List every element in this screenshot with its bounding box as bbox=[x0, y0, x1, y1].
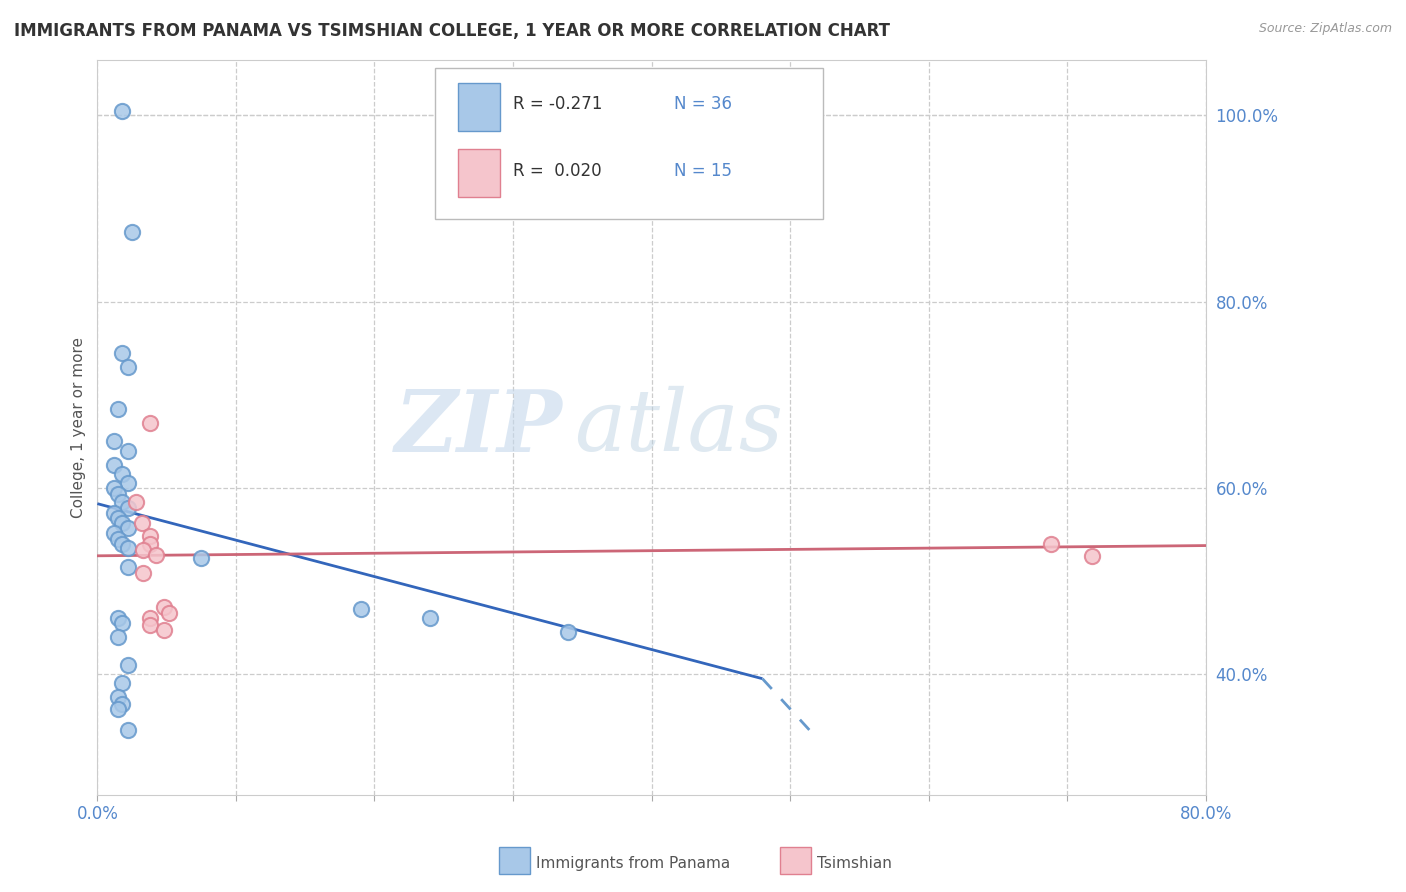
Text: ZIP: ZIP bbox=[395, 385, 562, 469]
Text: IMMIGRANTS FROM PANAMA VS TSIMSHIAN COLLEGE, 1 YEAR OR MORE CORRELATION CHART: IMMIGRANTS FROM PANAMA VS TSIMSHIAN COLL… bbox=[14, 22, 890, 40]
Point bbox=[117, 359, 139, 374]
Point bbox=[139, 611, 162, 625]
Point bbox=[117, 521, 139, 535]
Point bbox=[103, 458, 125, 472]
Point bbox=[103, 481, 125, 495]
Point bbox=[419, 611, 441, 625]
Point bbox=[117, 476, 139, 491]
Point bbox=[121, 225, 143, 239]
Point bbox=[153, 600, 176, 615]
Point bbox=[349, 602, 371, 616]
Point bbox=[117, 723, 139, 737]
Point bbox=[139, 617, 162, 632]
Bar bbox=[457, 149, 499, 197]
FancyBboxPatch shape bbox=[436, 69, 824, 219]
Point bbox=[107, 611, 129, 625]
Point bbox=[1081, 549, 1104, 563]
Point bbox=[117, 541, 139, 556]
Point bbox=[107, 510, 129, 524]
Point bbox=[139, 529, 162, 543]
Point bbox=[107, 702, 129, 716]
Text: N = 36: N = 36 bbox=[673, 95, 731, 112]
Point bbox=[557, 625, 579, 640]
Point bbox=[111, 495, 134, 509]
Point bbox=[103, 434, 125, 449]
Text: N = 15: N = 15 bbox=[673, 162, 731, 180]
Text: Tsimshian: Tsimshian bbox=[817, 856, 891, 871]
Point bbox=[107, 690, 129, 705]
Point bbox=[157, 606, 180, 620]
Point bbox=[111, 467, 134, 481]
Point bbox=[107, 630, 129, 644]
Point bbox=[111, 697, 134, 711]
Point bbox=[107, 487, 129, 501]
Point bbox=[111, 516, 134, 531]
Point bbox=[139, 416, 162, 430]
Point bbox=[117, 443, 139, 458]
Point bbox=[125, 495, 148, 509]
Text: Immigrants from Panama: Immigrants from Panama bbox=[536, 856, 730, 871]
Point bbox=[132, 543, 155, 558]
Text: atlas: atlas bbox=[574, 386, 783, 468]
Point bbox=[111, 103, 134, 118]
Text: R = -0.271: R = -0.271 bbox=[513, 95, 602, 112]
Point bbox=[107, 401, 129, 416]
Point bbox=[117, 657, 139, 672]
Y-axis label: College, 1 year or more: College, 1 year or more bbox=[72, 337, 86, 518]
Point bbox=[153, 624, 176, 638]
Point bbox=[111, 615, 134, 630]
Point bbox=[117, 501, 139, 516]
Point bbox=[139, 537, 162, 551]
Point bbox=[107, 532, 129, 546]
Point bbox=[145, 548, 167, 562]
Point bbox=[111, 676, 134, 690]
Point bbox=[103, 525, 125, 540]
Point bbox=[1039, 537, 1062, 551]
Point bbox=[132, 566, 155, 581]
Text: Source: ZipAtlas.com: Source: ZipAtlas.com bbox=[1258, 22, 1392, 36]
Point bbox=[103, 506, 125, 520]
Point bbox=[131, 516, 153, 531]
Point bbox=[111, 346, 134, 360]
Bar bbox=[457, 83, 499, 131]
Point bbox=[117, 560, 139, 574]
Text: R =  0.020: R = 0.020 bbox=[513, 162, 602, 180]
Point bbox=[111, 537, 134, 551]
Point bbox=[190, 550, 212, 565]
